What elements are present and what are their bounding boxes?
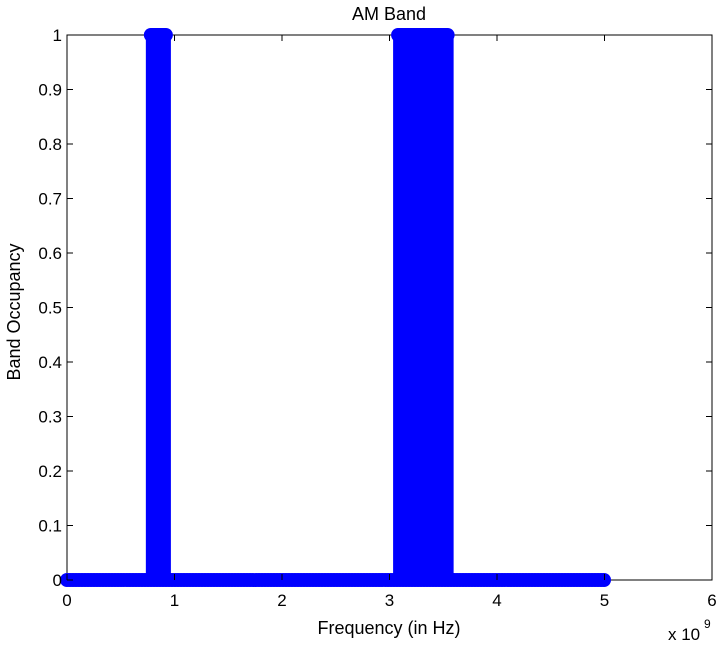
occupied-band-fill (393, 35, 454, 580)
y-axis-label: Band Occupancy (4, 243, 24, 380)
x-tick-label: 0 (62, 591, 71, 610)
x-tick-label: 2 (277, 591, 286, 610)
x-axis-label: Frequency (in Hz) (317, 618, 460, 638)
y-tick-label: 0 (53, 571, 62, 590)
y-tick-label: 0.9 (38, 81, 62, 100)
y-tick-label: 0.1 (38, 517, 62, 536)
y-tick-label: 1 (53, 26, 62, 45)
x-tick-label: 6 (707, 591, 716, 610)
plot-area (66, 34, 713, 581)
y-tick-label: 0.5 (38, 299, 62, 318)
x-axis: 0 1 2 3 4 5 6 (62, 35, 717, 610)
x-tick-label: 1 (170, 591, 179, 610)
occupied-band-fill (145, 35, 171, 580)
y-tick-label: 0.7 (38, 190, 62, 209)
y-tick-label: 0.4 (38, 353, 62, 372)
y-tick-label: 0.3 (38, 408, 62, 427)
y-tick-label: 0.6 (38, 244, 62, 263)
data-marks (60, 28, 611, 587)
x-tick-label: 3 (385, 591, 394, 610)
y-axis: 0 0.1 0.2 0.3 0.4 0.5 0.6 0.7 0.8 0.9 1 (38, 26, 712, 590)
chart-title: AM Band (352, 4, 426, 24)
x-tick-label: 4 (492, 591, 501, 610)
y-tick-label: 0.2 (38, 462, 62, 481)
x-tick-label: 5 (600, 591, 609, 610)
x-scale-label: x 10 (668, 625, 700, 644)
x-scale-exponent: 9 (704, 617, 711, 631)
y-tick-label: 0.8 (38, 135, 62, 154)
